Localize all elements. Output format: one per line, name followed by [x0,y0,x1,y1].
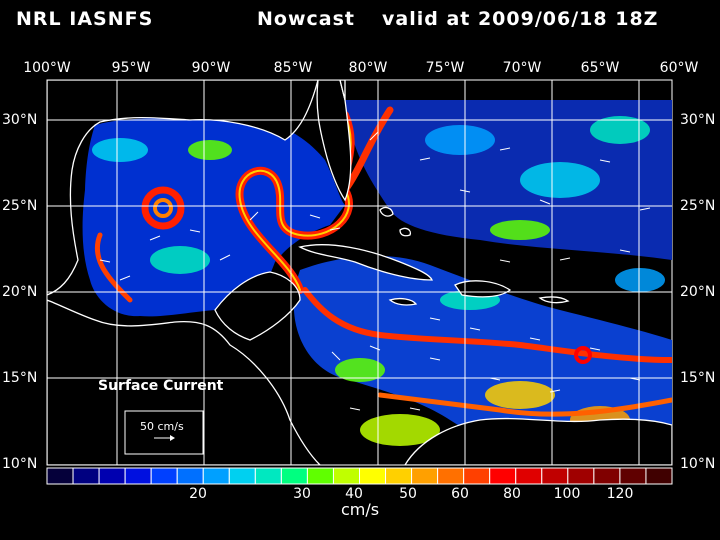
lon-label: 65°W [580,60,620,76]
map-title: NRL IASNFS Nowcast valid at 2009/06/18 1… [0,0,720,40]
colorbar-tick: 100 [553,486,581,502]
lon-label: 95°W [111,60,151,76]
lon-label: 70°W [502,60,542,76]
lon-label: 80°W [348,60,388,76]
colorbar-tick: 40 [345,486,363,502]
lat-label: 10°N [2,456,38,472]
gulf-eddy [141,186,185,230]
colorbar-swatch [332,467,361,485]
colorbar-swatch [567,467,595,485]
lat-label: 25°N [680,198,716,214]
caribbean-sea [293,255,672,451]
colorbar-swatch [515,467,543,485]
gulf-of-mexico [82,117,346,317]
ocean-field [47,80,672,465]
lon-label: 85°W [273,60,313,76]
colorbar-swatch [385,467,413,485]
surface-current-label: Surface Current [98,378,224,394]
colorbar-swatch [124,467,152,485]
colorbar-swatch [619,467,647,485]
lat-label: 20°N [2,284,38,300]
lat-label: 30°N [680,112,716,128]
colorbar-tick: 60 [451,486,469,502]
colorbar-swatch [541,467,569,485]
caribbean-current [302,287,672,363]
product-label: Nowcast [257,8,355,30]
colorbar-tick: 50 [399,486,417,502]
lat-label: 20°N [680,284,716,300]
lat-label: 30°N [2,112,38,128]
colorbar-swatch [254,467,282,485]
colorbar-swatch [359,467,387,485]
lat-label: 15°N [2,370,38,386]
colorbar-swatch [202,467,230,485]
colorbar-swatch [280,467,308,485]
colorbar-swatch [437,467,465,485]
lon-label: 75°W [425,60,465,76]
valid-time-label: valid at 2009/06/18 18Z [382,8,659,30]
colorbar-swatch [463,467,491,485]
colorbar-swatch [228,467,256,485]
colorbar-swatch [150,467,178,485]
lon-label: 90°W [191,60,231,76]
scale-label: 50 cm/s [140,420,184,433]
scale-box [124,410,204,455]
lon-label: 100°W [23,60,71,76]
colorbar-tick: 80 [503,486,521,502]
colorbar-swatch [593,467,621,485]
lat-label: 25°N [2,198,38,214]
source-label: NRL IASNFS [16,8,154,30]
lat-label: 15°N [680,370,716,386]
lat-label: 10°N [680,456,716,472]
colorbar-swatch [489,467,517,485]
colorbar-tick: 30 [293,486,311,502]
colorbar-swatch [46,467,74,485]
colorbar-swatch [645,467,673,485]
colorbar-swatch [98,467,126,485]
lon-label: 60°W [659,60,699,76]
colorbar-swatch [306,467,334,485]
colorbar-swatch [411,467,439,485]
colorbar-tick: 120 [606,486,634,502]
colorbar-swatch [72,467,100,485]
colorbar-units: cm/s [340,500,380,519]
colorbar-tick: 20 [189,486,207,502]
colorbar-swatch [176,467,204,485]
graticule [47,80,672,465]
colorbar [46,467,673,485]
